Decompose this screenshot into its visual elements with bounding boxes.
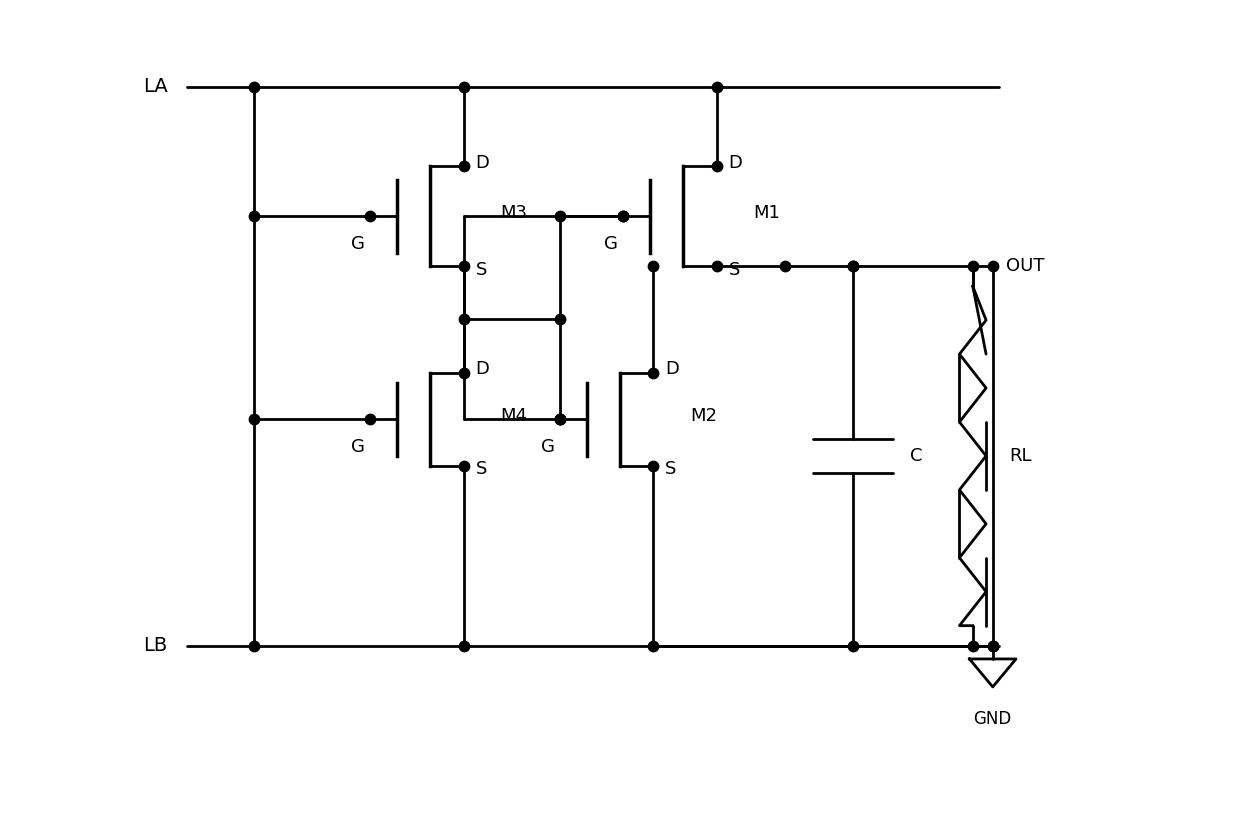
Text: GND: GND: [973, 711, 1012, 728]
Text: G: G: [351, 438, 365, 456]
Text: S: S: [728, 260, 740, 279]
Text: G: G: [604, 235, 618, 253]
Text: OUT: OUT: [1006, 257, 1044, 275]
Text: C: C: [909, 447, 923, 465]
Text: M3: M3: [500, 204, 527, 222]
Text: G: G: [351, 235, 365, 253]
Text: M4: M4: [500, 407, 527, 425]
Text: M2: M2: [689, 407, 717, 425]
Text: D: D: [476, 154, 490, 172]
Text: D: D: [666, 360, 680, 379]
Text: S: S: [476, 460, 487, 478]
Text: M1: M1: [753, 204, 780, 222]
Text: LB: LB: [143, 636, 167, 655]
Text: D: D: [728, 154, 743, 172]
Text: RL: RL: [1009, 447, 1032, 465]
Text: D: D: [476, 360, 490, 379]
Text: S: S: [476, 260, 487, 279]
Text: G: G: [541, 438, 554, 456]
Text: S: S: [666, 460, 677, 478]
Text: LA: LA: [143, 77, 167, 96]
